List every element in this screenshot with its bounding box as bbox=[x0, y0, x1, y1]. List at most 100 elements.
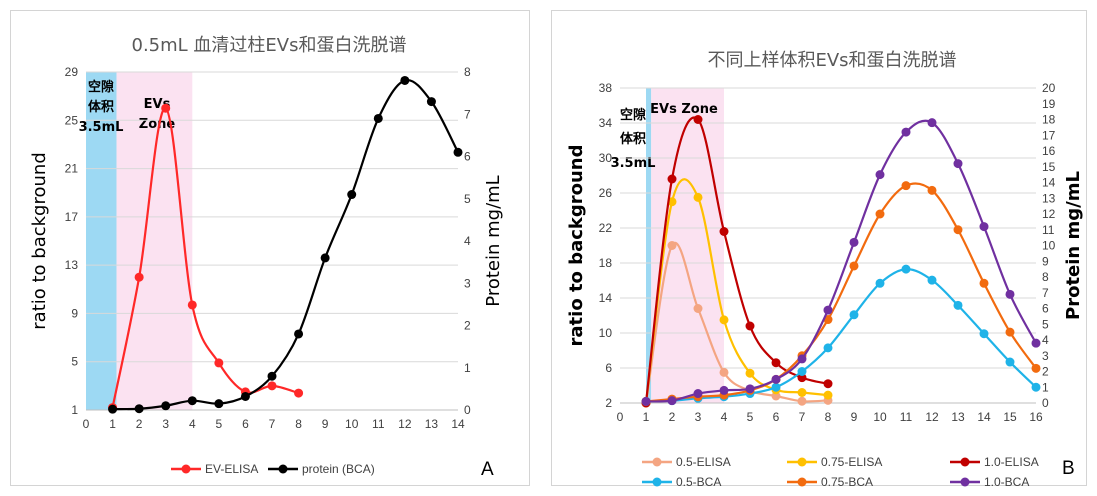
y2-tick-label: 5 bbox=[464, 192, 471, 206]
y2-tick-label: 7 bbox=[464, 107, 471, 121]
x-tick-label: 4 bbox=[189, 417, 196, 431]
data-point-1.0-BCA bbox=[953, 159, 963, 169]
data-point-protein (BCA) bbox=[267, 371, 277, 381]
y2-tick-label: 20 bbox=[1042, 81, 1056, 95]
y2-tick-label: 2 bbox=[464, 319, 471, 333]
x-tick-label: 15 bbox=[1003, 410, 1017, 424]
y-tick-label: 22 bbox=[599, 221, 613, 235]
data-point-1.0-BCA bbox=[745, 384, 755, 394]
data-point-0.75-BCA bbox=[1005, 327, 1015, 337]
data-point-protein (BCA) bbox=[108, 404, 118, 414]
y2-tick-label: 3 bbox=[1042, 349, 1049, 363]
x-tick-label: 8 bbox=[825, 410, 832, 424]
series-line-0.75-BCA bbox=[645, 182, 1037, 403]
y2-tick-label: 12 bbox=[1042, 207, 1056, 221]
data-point-1.0-ELISA bbox=[667, 174, 677, 184]
data-point-0.75-BCA bbox=[927, 185, 937, 195]
legend-marker bbox=[652, 477, 662, 487]
data-point-0.75-BCA bbox=[979, 278, 989, 288]
y2-tick-label: 4 bbox=[464, 234, 471, 248]
data-point-protein (BCA) bbox=[400, 75, 410, 85]
x-tick-label: 14 bbox=[451, 417, 465, 431]
legend-label: 0.5-ELISA bbox=[676, 455, 731, 469]
x-tick-label: 5 bbox=[216, 417, 223, 431]
zone-void-label: 体积 bbox=[620, 131, 646, 147]
data-point-1.0-BCA bbox=[719, 385, 729, 395]
data-point-0.75-BCA bbox=[875, 209, 885, 219]
y-tick-label: 38 bbox=[599, 81, 613, 95]
y2-tick-label: 2 bbox=[1042, 365, 1049, 379]
x-tick-label: 12 bbox=[925, 410, 939, 424]
data-point-0.5-ELISA bbox=[667, 241, 677, 250]
panel-label: B bbox=[1062, 458, 1075, 479]
data-point-0.75-ELISA bbox=[797, 388, 807, 397]
data-point-0.5-ELISA bbox=[797, 396, 807, 406]
data-point-1.0-ELISA bbox=[693, 115, 703, 124]
x-tick-label: 13 bbox=[425, 417, 439, 431]
data-point-0.75-ELISA bbox=[745, 368, 755, 378]
data-point-1.0-ELISA bbox=[771, 358, 781, 368]
y2-tick-label: 9 bbox=[1042, 254, 1049, 268]
data-point-1.0-BCA bbox=[797, 354, 807, 364]
series-line-0.5-BCA bbox=[645, 268, 1037, 403]
zone-void-label: 空隙 bbox=[620, 107, 646, 123]
x-tick-label: 16 bbox=[1029, 410, 1043, 424]
y-tick-label: 5 bbox=[71, 355, 78, 369]
x-tick-label: 13 bbox=[951, 410, 965, 424]
data-point-1.0-BCA bbox=[875, 170, 885, 180]
data-point-0.75-BCA bbox=[1031, 363, 1041, 373]
y-axis-label: ratio to background bbox=[566, 145, 587, 347]
y2-tick-label: 1 bbox=[1042, 380, 1049, 394]
y2-axis-label: Protein mg/mL bbox=[483, 175, 504, 306]
legend-marker bbox=[181, 464, 191, 474]
x-tick-label: 4 bbox=[721, 410, 728, 424]
data-point-1.0-BCA bbox=[823, 305, 833, 315]
x-tick-label: 9 bbox=[322, 417, 329, 431]
data-point-0.5-BCA bbox=[927, 275, 937, 285]
legend-label: 1.0-BCA bbox=[984, 475, 1029, 487]
data-point-1.0-ELISA bbox=[719, 227, 729, 236]
y2-tick-label: 8 bbox=[1042, 270, 1049, 284]
legend-label: EV-ELISA bbox=[205, 462, 258, 476]
y2-tick-label: 4 bbox=[1042, 333, 1049, 347]
y-tick-label: 13 bbox=[65, 258, 79, 272]
y2-tick-label: 18 bbox=[1042, 113, 1056, 127]
y-tick-label: 6 bbox=[605, 361, 612, 375]
x-tick-label: 7 bbox=[799, 410, 806, 424]
y-tick-label: 10 bbox=[599, 326, 613, 340]
data-point-protein (BCA) bbox=[294, 329, 304, 339]
zone-void-label: 3.5mL bbox=[79, 120, 124, 135]
legend-marker bbox=[960, 457, 970, 467]
series-line-1.0-BCA bbox=[645, 119, 1037, 403]
data-point-EV-ELISA bbox=[294, 388, 304, 398]
legend-marker bbox=[278, 464, 288, 474]
zone-evs-band bbox=[116, 72, 193, 410]
y2-tick-label: 17 bbox=[1042, 128, 1056, 142]
chart-panel-b: 不同上样体积EVs和蛋白洗脱谱 空隙 体积 3.5mL EVs Zone 0 1 2 3 4 5 6 7… bbox=[551, 10, 1087, 487]
zone-void-label: 体积 bbox=[88, 99, 114, 115]
y-tick-label: 2 bbox=[605, 396, 612, 410]
data-point-protein (BCA) bbox=[214, 399, 224, 409]
y-tick-label: 26 bbox=[599, 186, 613, 200]
x-tick-label: 12 bbox=[398, 417, 412, 431]
zone-void-band bbox=[646, 88, 652, 403]
data-point-1.0-BCA bbox=[641, 396, 651, 406]
panel-label: A bbox=[481, 459, 494, 480]
x-tick-label: 0 bbox=[617, 410, 624, 424]
legend-label: 0.5-BCA bbox=[676, 475, 721, 487]
x-tick-label: 2 bbox=[669, 410, 676, 424]
zone-void-label: 3.5mL bbox=[611, 156, 656, 171]
x-tick-label: 11 bbox=[372, 417, 385, 431]
data-point-1.0-ELISA bbox=[745, 321, 755, 331]
y-tick-label: 18 bbox=[599, 256, 613, 270]
y2-tick-label: 8 bbox=[464, 65, 471, 79]
x-tick-label: 3 bbox=[162, 417, 169, 431]
data-point-1.0-BCA bbox=[901, 127, 911, 137]
data-point-EV-ELISA bbox=[267, 381, 277, 391]
data-point-1.0-BCA bbox=[667, 396, 677, 406]
y2-tick-label: 15 bbox=[1042, 160, 1056, 174]
x-tick-label: 10 bbox=[873, 410, 887, 424]
data-point-0.75-ELISA bbox=[823, 390, 833, 400]
